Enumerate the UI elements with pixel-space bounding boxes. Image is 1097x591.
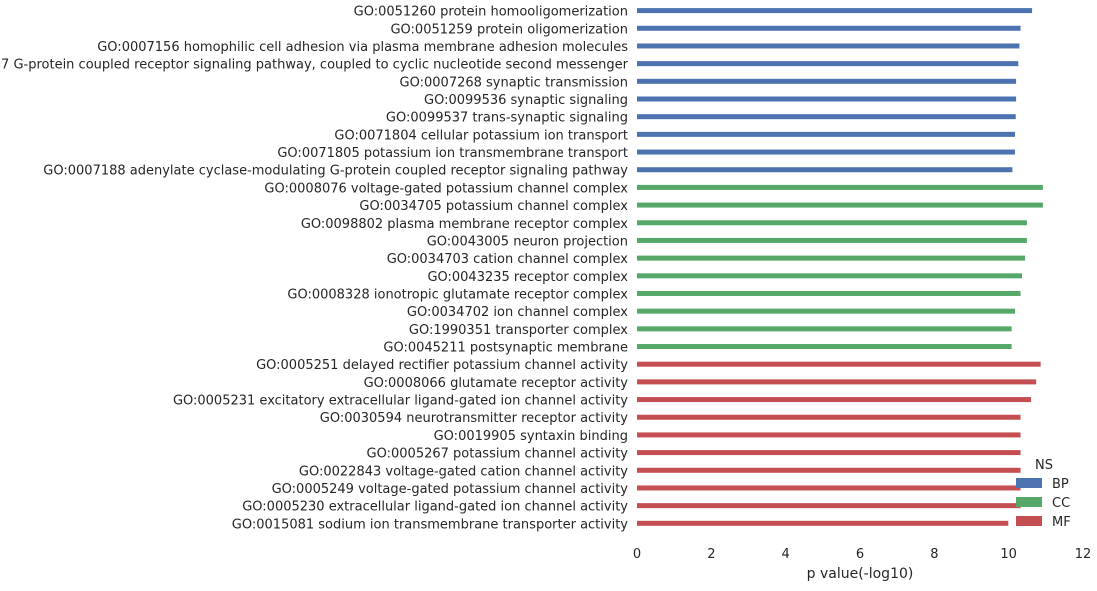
bar-cc xyxy=(637,344,1012,350)
category-label: GO:0071804 cellular potassium ion transp… xyxy=(334,128,628,143)
category-label: GO:0005251 delayed rectifier potassium c… xyxy=(256,358,628,373)
category-label: GO:0005267 potassium channel activity xyxy=(367,447,629,462)
category-label: GO:0008328 ionotropic glutamate receptor… xyxy=(287,287,628,302)
category-label: GO:0015081 sodium ion transmembrane tran… xyxy=(232,517,628,532)
category-label: GO:0051260 protein homooligomerization xyxy=(354,5,628,20)
category-label: GO:0034703 cation channel complex xyxy=(387,252,629,267)
legend-swatch-mf xyxy=(1016,516,1042,526)
x-tick-label: 10 xyxy=(1000,547,1017,562)
bar-mf xyxy=(637,397,1031,403)
bar-mf xyxy=(637,485,1021,491)
category-labels-layer: GO:0051260 protein homooligomerization GO… xyxy=(0,5,629,533)
bar-mf xyxy=(637,467,1021,473)
category-label: GO:0005230 extracellular ligand-gated io… xyxy=(242,500,628,515)
bar-cc xyxy=(637,220,1027,226)
x-tick-label: 4 xyxy=(782,547,790,562)
bar-cc xyxy=(637,326,1012,332)
legend-label-cc: CC xyxy=(1052,496,1070,511)
x-tick-label: 0 xyxy=(633,547,641,562)
bar-cc xyxy=(637,290,1021,296)
bar-bp xyxy=(637,25,1021,31)
legend-label-mf: MF xyxy=(1052,515,1071,530)
category-label: GO:0071805 potassium ion transmembrane t… xyxy=(277,146,628,161)
category-label: GO:0043005 neuron projection xyxy=(427,234,628,249)
x-tick-label: 2 xyxy=(707,547,715,562)
bar-mf xyxy=(637,450,1021,456)
category-label: GO:0008066 glutamate receptor activity xyxy=(364,376,629,391)
bar-mf xyxy=(637,414,1021,420)
legend-swatch-bp xyxy=(1016,478,1042,488)
bar-mf xyxy=(637,432,1021,438)
category-label: GO:0030594 neurotransmitter receptor act… xyxy=(320,411,629,426)
bar-cc xyxy=(637,255,1026,261)
category-label: GO:0007188 adenylate cyclase-modulating … xyxy=(43,164,628,179)
bar-cc xyxy=(637,237,1027,243)
bar-bp xyxy=(637,149,1015,155)
legend-title: NS xyxy=(1035,458,1053,473)
category-label: GO:0005231 excitatory extracellular liga… xyxy=(173,394,628,409)
category-label: GO:0008076 voltage-gated potassium chann… xyxy=(264,181,628,196)
category-label: GO:0034705 potassium channel complex xyxy=(359,199,628,214)
bar-bp xyxy=(637,114,1016,120)
bar-cc xyxy=(637,202,1043,208)
category-label: GO:0098802 plasma membrane receptor comp… xyxy=(301,217,628,232)
bar-cc xyxy=(637,308,1015,314)
category-label: GO:0005249 voltage-gated potassium chann… xyxy=(272,482,629,497)
category-label: GO:0007268 synaptic transmission xyxy=(400,75,628,90)
bar-mf xyxy=(637,520,1009,526)
bar-bp xyxy=(637,96,1017,102)
bar-cc xyxy=(637,273,1023,279)
bar-bp xyxy=(637,43,1020,49)
bar-cc xyxy=(637,184,1043,190)
x-ticks-layer: 0 2 4 6 8 10 12 xyxy=(633,547,1091,562)
category-label: GO:0022843 voltage-gated cation channel … xyxy=(299,464,628,479)
x-tick-label: 6 xyxy=(856,547,864,562)
x-axis-label: p value(-log10) xyxy=(807,566,914,582)
category-label: GO:0099536 synaptic signaling xyxy=(424,93,628,108)
category-label: GO:0007187 G-protein coupled receptor si… xyxy=(0,58,629,73)
bar-bp xyxy=(637,78,1017,84)
x-tick-label: 8 xyxy=(930,547,938,562)
category-label: GO:0051259 protein oligomerization xyxy=(390,22,628,37)
bar-bp xyxy=(637,167,1013,173)
category-label: GO:0099537 trans-synaptic signaling xyxy=(386,111,628,126)
x-tick-label: 12 xyxy=(1075,547,1092,562)
category-label: GO:0045211 postsynaptic membrane xyxy=(383,341,628,356)
legend: NS BP CC MF xyxy=(1016,458,1071,530)
bar-mf xyxy=(637,361,1041,367)
legend-label-bp: BP xyxy=(1052,477,1069,492)
bar-bp xyxy=(637,61,1019,67)
bars-layer xyxy=(637,8,1043,526)
legend-swatch-cc xyxy=(1016,497,1042,507)
bar-bp xyxy=(637,8,1033,14)
bar-mf xyxy=(637,379,1037,385)
category-label: GO:1990351 transporter complex xyxy=(409,323,628,338)
category-label: GO:0034702 ion channel complex xyxy=(407,305,628,320)
category-label: GO:0019905 syntaxin binding xyxy=(434,429,628,444)
bar-mf xyxy=(637,503,1021,509)
category-label: GO:0043235 receptor complex xyxy=(427,270,628,285)
bar-bp xyxy=(637,131,1015,137)
category-label: GO:0007156 homophilic cell adhesion via … xyxy=(97,40,628,55)
